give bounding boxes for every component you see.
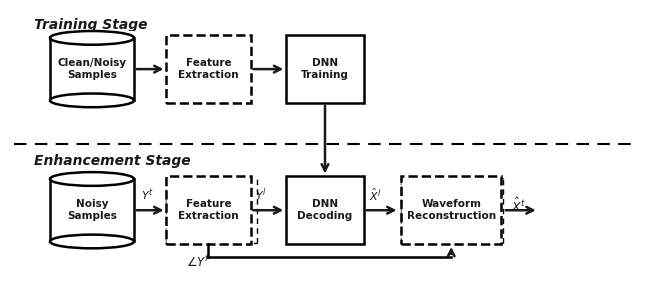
Text: $\angle Y^f$: $\angle Y^f$: [186, 255, 211, 270]
Text: $\hat{X}^t$: $\hat{X}^t$: [512, 197, 526, 215]
Text: Training Stage: Training Stage: [34, 18, 148, 32]
Text: DNN
Training: DNN Training: [301, 58, 349, 80]
Bar: [50, 172, 134, 180]
Text: Feature
Extraction: Feature Extraction: [178, 200, 239, 221]
Bar: [401, 176, 501, 244]
Text: $\hat{X}^l$: $\hat{X}^l$: [369, 187, 382, 203]
Text: Feature
Extraction: Feature Extraction: [178, 58, 239, 80]
Ellipse shape: [50, 235, 134, 248]
Bar: [50, 31, 134, 39]
Bar: [286, 35, 364, 103]
Text: $Y^t$: $Y^t$: [141, 188, 154, 203]
Text: Waveform
Reconstruction: Waveform Reconstruction: [407, 200, 496, 221]
Text: Noisy
Samples: Noisy Samples: [67, 200, 117, 221]
Bar: [50, 38, 134, 100]
Bar: [286, 176, 364, 244]
Text: $Y^l$: $Y^l$: [255, 187, 266, 203]
Bar: [50, 179, 134, 241]
Bar: [166, 35, 250, 103]
Text: DNN
Decoding: DNN Decoding: [298, 200, 352, 221]
Ellipse shape: [50, 31, 134, 45]
Text: Clean/Noisy
Samples: Clean/Noisy Samples: [57, 58, 127, 80]
Bar: [166, 176, 250, 244]
Ellipse shape: [50, 93, 134, 107]
Text: Enhancement Stage: Enhancement Stage: [34, 154, 190, 168]
Ellipse shape: [50, 172, 134, 186]
